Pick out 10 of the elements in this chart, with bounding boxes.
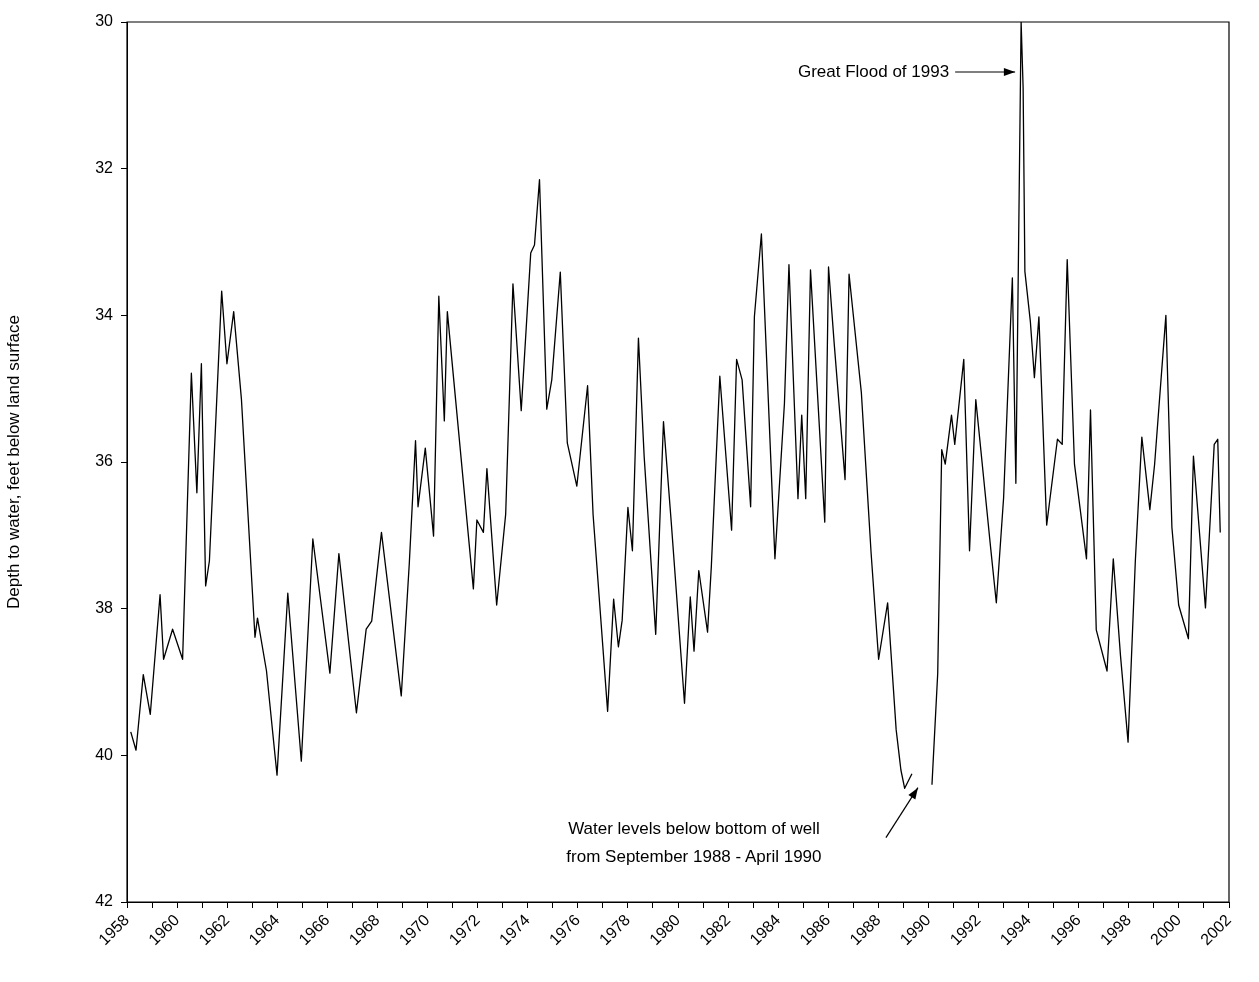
y-tick-label: 38	[95, 599, 114, 617]
y-tick-label: 32	[95, 159, 114, 177]
y-axis-title: Depth to water, feet below land surface	[3, 315, 23, 609]
y-tick-label: 30	[95, 12, 114, 30]
y-tick-label: 34	[95, 305, 114, 323]
y-tick-label: 40	[95, 745, 114, 763]
y-tick-label: 42	[95, 892, 114, 910]
annotation: Great Flood of 1993	[797, 61, 950, 81]
annotation: Water levels below bottom of well from September 1988 - April 1990	[566, 819, 822, 867]
y-tick-label: 36	[95, 452, 114, 470]
